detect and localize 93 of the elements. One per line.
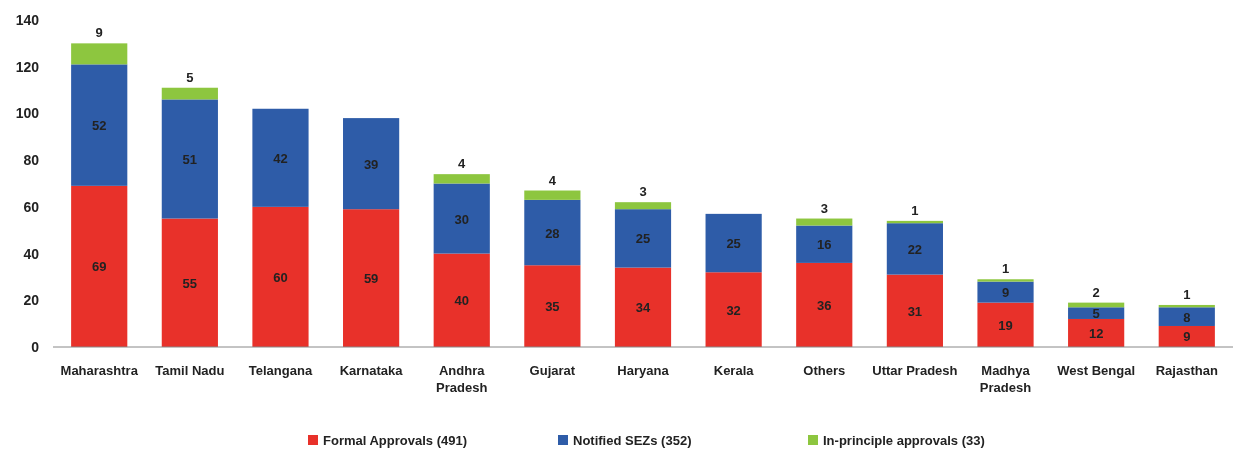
bar: [161, 218, 218, 347]
bar: [161, 87, 218, 100]
data-label: 4: [548, 172, 557, 188]
y-tick-label: 0: [31, 339, 40, 355]
data-label: 25: [726, 236, 741, 252]
data-label: 69: [91, 259, 107, 275]
data-label: 55: [182, 275, 198, 291]
x-tick-label: Others: [803, 363, 846, 378]
y-tick-label: 40: [23, 245, 40, 262]
bar: [524, 190, 581, 200]
y-tick-label: 100: [15, 105, 40, 122]
bar: [886, 223, 943, 275]
bar: [886, 274, 943, 347]
bar: [1158, 325, 1215, 347]
bar: [796, 225, 853, 263]
bar: [977, 279, 1034, 282]
data-label: 1: [911, 202, 919, 218]
x-tick-label: Karnataka: [339, 363, 404, 378]
data-label: 52: [91, 118, 107, 134]
y-tick-label: 80: [23, 152, 40, 169]
bar: [977, 281, 1034, 303]
bar: [614, 267, 672, 347]
bar: [433, 253, 490, 347]
data-label: 8: [1183, 309, 1191, 325]
data-label: 5: [1092, 306, 1100, 322]
bar: [161, 99, 218, 219]
x-tick-label: Gujarat: [529, 363, 576, 378]
data-label: 32: [726, 302, 741, 318]
bar: [1068, 318, 1125, 347]
data-label: 1: [1001, 261, 1010, 277]
bar: [614, 202, 672, 210]
data-label: 22: [907, 241, 923, 257]
bar: [705, 213, 762, 273]
data-label: 2: [1092, 284, 1100, 300]
legend-label: Formal Approvals (491): [323, 433, 468, 448]
data-label: 31: [907, 303, 923, 319]
data-label: 59: [363, 271, 379, 287]
bar: [343, 118, 400, 210]
bar: [252, 108, 309, 207]
data-label: 28: [545, 225, 560, 241]
x-tick-label: Tamil Nadu: [155, 363, 225, 378]
data-label: 30: [454, 211, 469, 227]
x-tick-label: Kerala: [713, 363, 755, 378]
x-tick-label: Rajasthan: [1155, 363, 1218, 378]
bar: [524, 199, 581, 266]
data-label: 9: [1183, 329, 1191, 345]
x-tick-label: Andhra Pradesh: [436, 363, 488, 395]
data-label: 25: [635, 231, 651, 247]
bar: [433, 174, 490, 184]
bar: [705, 272, 762, 347]
x-tick-label: Haryana: [617, 363, 670, 378]
bar: [796, 218, 853, 226]
data-label: 1: [1183, 286, 1191, 302]
x-tick-label: Telangana: [248, 363, 313, 378]
y-tick-label: 60: [23, 198, 40, 215]
data-label: 9: [95, 25, 103, 41]
data-label: 60: [273, 269, 288, 285]
bar: [71, 43, 128, 65]
legend-label: In-principle approvals (33): [823, 433, 985, 448]
bar: [1068, 307, 1125, 319]
bar: [252, 206, 309, 347]
data-label: 35: [545, 299, 560, 315]
x-tick-label: Maharashtra: [60, 363, 139, 378]
data-label: 12: [1088, 325, 1104, 341]
data-label: 39: [363, 156, 379, 172]
x-tick-label: West Bengal: [1057, 363, 1136, 378]
y-tick-label: 140: [15, 12, 40, 28]
y-tick-label: 120: [15, 58, 40, 75]
data-label: 9: [1001, 285, 1010, 301]
data-label: 19: [998, 317, 1013, 333]
x-tick-label: Madhya Pradesh: [979, 363, 1032, 395]
data-label: 36: [817, 297, 832, 313]
bar: [1158, 307, 1215, 326]
bar: [71, 64, 128, 186]
data-label: 3: [639, 184, 647, 200]
bar: [614, 209, 672, 268]
data-label: 5: [186, 69, 194, 85]
bar: [977, 302, 1034, 347]
data-label: 4: [458, 156, 467, 172]
bar: [71, 185, 128, 347]
legend-label: Notified SEZs (352): [573, 433, 692, 448]
data-label: 40: [454, 293, 469, 309]
x-tick-label: Uttar Pradesh: [872, 363, 958, 378]
data-label: 34: [635, 300, 651, 316]
bar: [343, 209, 400, 347]
bar: [796, 262, 853, 347]
data-label: 3: [820, 200, 828, 216]
data-label: 42: [273, 150, 288, 166]
y-tick-label: 20: [23, 292, 40, 309]
bar: [524, 265, 581, 347]
data-label: 16: [817, 237, 832, 253]
data-label: 51: [182, 151, 198, 167]
bar: [433, 183, 490, 254]
